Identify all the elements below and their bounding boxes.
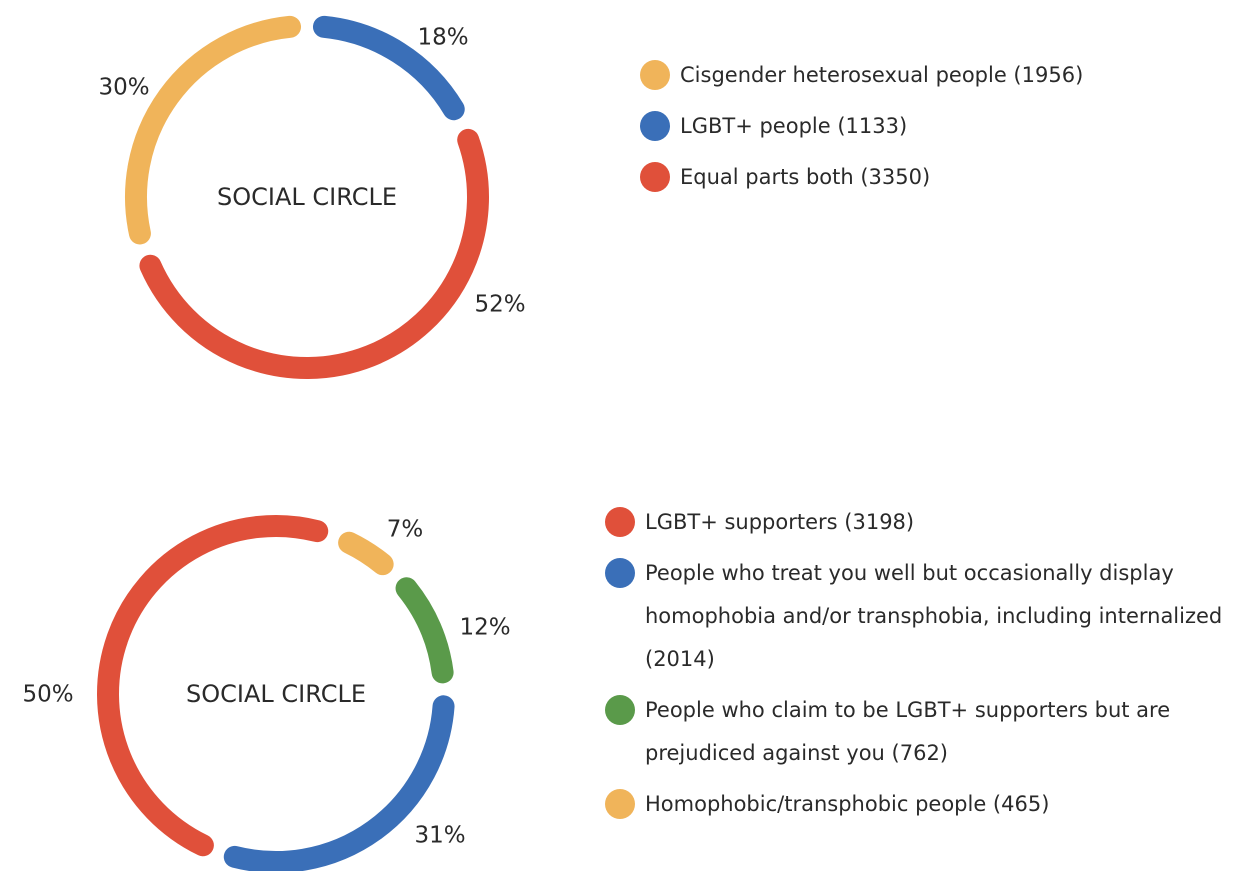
legend-label: Cisgender heterosexual people (1956)	[680, 63, 1084, 87]
legend-item: LGBT+ people (1133)	[640, 105, 1240, 148]
legend-item: LGBT+ supporters (3198)	[605, 501, 1250, 544]
value-label: 18%	[417, 25, 468, 51]
legend-swatch	[640, 162, 670, 192]
legend-swatch	[605, 789, 635, 819]
donut-segment	[97, 515, 329, 857]
legend: Cisgender heterosexual people (1956) LGBT…	[640, 54, 1240, 207]
legend-swatch	[605, 558, 635, 588]
donut-segment	[395, 577, 454, 684]
value-label: 12%	[459, 615, 510, 641]
value-label: 50%	[22, 682, 73, 708]
legend-swatch	[605, 695, 635, 725]
legend-label: Homophobic/transphobic people (465)	[645, 792, 1050, 816]
legend-item: Homophobic/transphobic people (465)	[605, 783, 1250, 826]
legend-swatch	[640, 60, 670, 90]
center-label: SOCIAL CIRCLE	[217, 183, 397, 211]
donut-segment	[338, 531, 394, 576]
legend-swatch	[605, 507, 635, 537]
value-label: 31%	[414, 823, 465, 849]
value-label: 7%	[387, 517, 424, 543]
legend-label: People who treat you well but occasional…	[645, 561, 1223, 671]
legend-item: People who treat you well but occasional…	[605, 552, 1250, 681]
legend-item: Equal parts both (3350)	[640, 156, 1240, 199]
legend-swatch	[640, 111, 670, 141]
value-label: 52%	[474, 292, 525, 318]
center-label: SOCIAL CIRCLE	[186, 680, 366, 708]
donut-segment	[125, 15, 302, 245]
legend-label: People who claim to be LGBT+ supporters …	[645, 698, 1171, 765]
donut-segment	[312, 15, 465, 121]
legend-label: LGBT+ people (1133)	[680, 114, 908, 138]
legend-item: People who claim to be LGBT+ supporters …	[605, 689, 1250, 775]
legend-label: Equal parts both (3350)	[680, 165, 931, 189]
donut-segment	[139, 128, 489, 379]
legend-item: Cisgender heterosexual people (1956)	[640, 54, 1240, 97]
legend: LGBT+ supporters (3198) People who treat …	[605, 501, 1250, 834]
legend-label: LGBT+ supporters (3198)	[645, 510, 915, 534]
value-label: 30%	[98, 75, 149, 101]
donut-segment	[223, 695, 455, 871]
